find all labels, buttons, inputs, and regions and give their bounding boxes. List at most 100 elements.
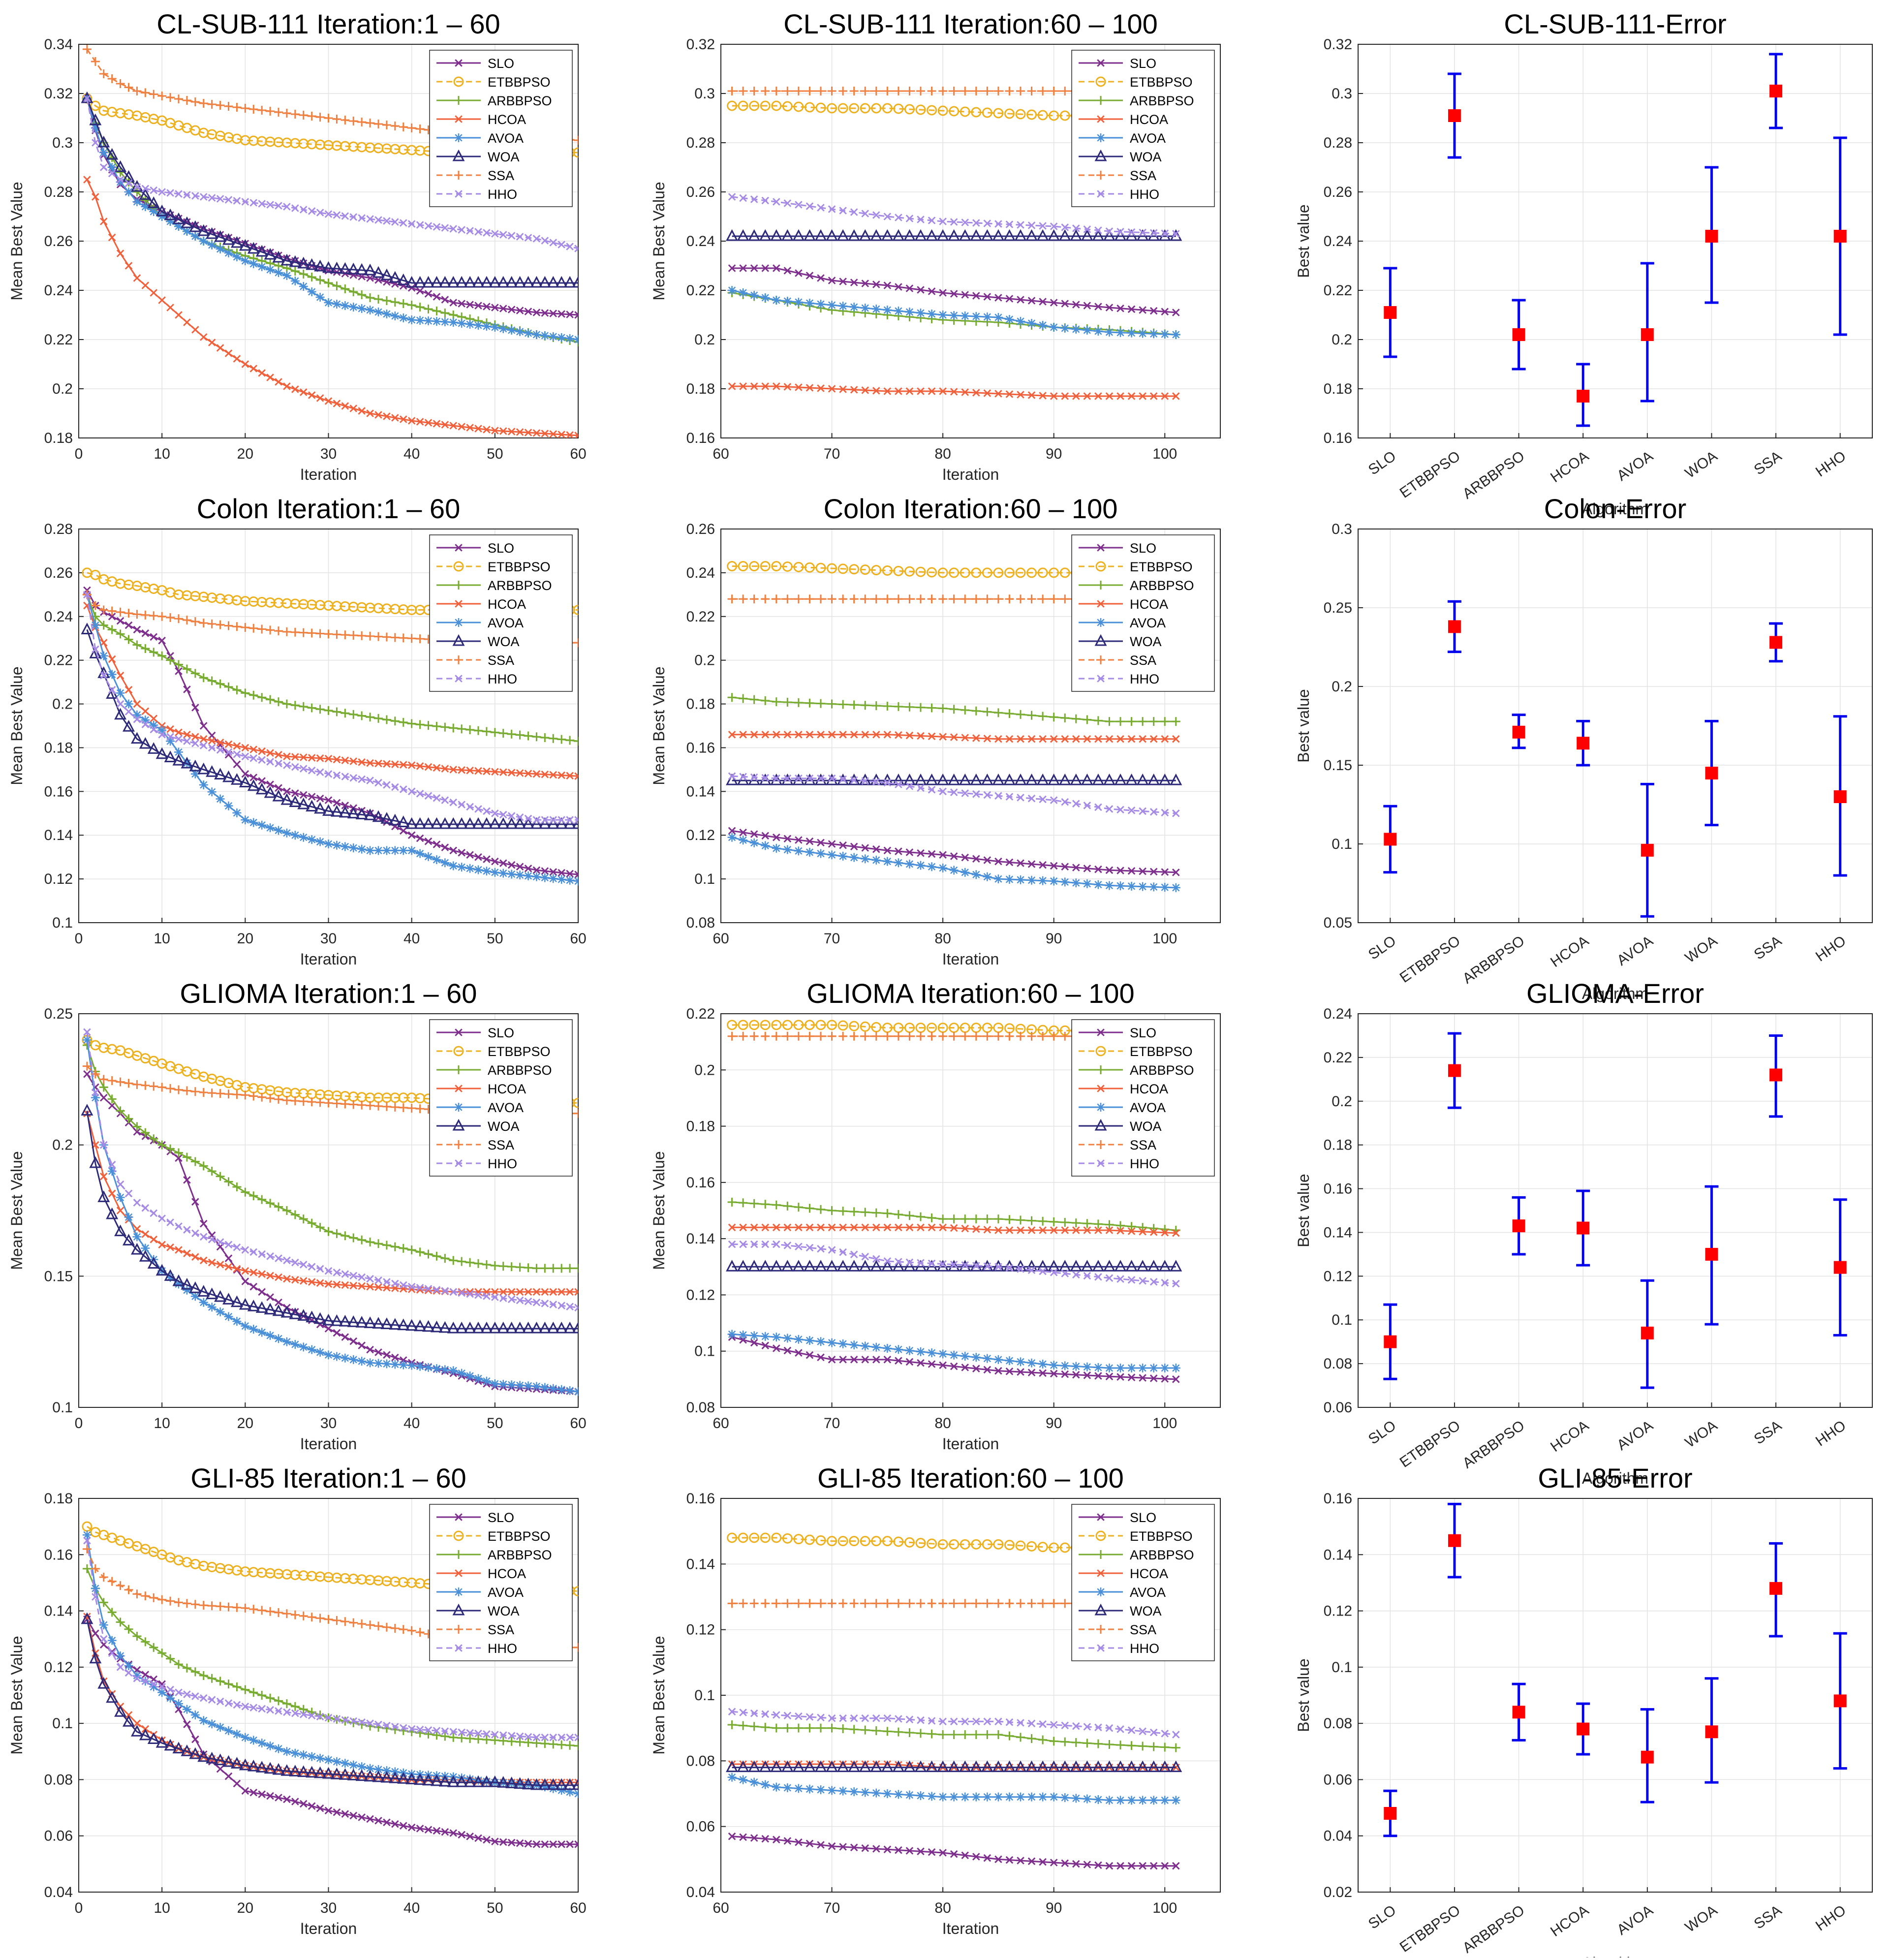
data-point-arbbpso <box>1049 1217 1058 1226</box>
data-point-hho <box>883 1257 892 1265</box>
data-point-arbbpso <box>540 733 550 742</box>
data-point-ssa <box>324 629 333 639</box>
data-point-arbbpso <box>861 1725 870 1735</box>
data-point-woa <box>881 1760 894 1773</box>
data-point-arbbpso <box>727 693 737 702</box>
data-point-slo <box>972 1853 980 1861</box>
data-point-hho <box>474 228 482 236</box>
data-point-woa <box>1147 773 1160 785</box>
plot-area <box>1358 1014 1872 1407</box>
legend-marker <box>454 1625 463 1634</box>
data-point-hcoa <box>191 326 199 334</box>
data-point-hho <box>116 1180 124 1188</box>
data-point-woa <box>155 1264 168 1276</box>
data-point-hho <box>1039 1267 1047 1276</box>
data-point-woa <box>803 229 816 241</box>
data-point-slo <box>399 1822 407 1830</box>
data-point-slo <box>416 287 424 295</box>
data-point-woa <box>272 250 285 263</box>
data-point-hho <box>895 1715 902 1723</box>
x-tick-label: ARBBPSO <box>1460 1417 1528 1471</box>
y-tick-label: 0.2 <box>694 653 715 669</box>
data-point-hho <box>541 816 549 824</box>
data-point-etbbpso <box>871 1536 882 1547</box>
data-point-avoa <box>424 316 433 325</box>
y-tick-label: 0.06 <box>1324 1772 1352 1788</box>
data-point-slo <box>1061 300 1069 308</box>
data-point-slo <box>491 857 499 866</box>
data-point-avoa <box>190 1292 200 1301</box>
error-bar-ssa <box>1769 1034 1783 1118</box>
data-point-ssa <box>157 612 167 621</box>
data-point-slo <box>872 845 880 853</box>
legend-entry-hcoa: HCOA <box>1079 1082 1168 1096</box>
data-point-woa <box>289 1765 302 1776</box>
data-point-avoa <box>549 874 558 883</box>
legend-marker <box>1097 190 1105 198</box>
data-point-avoa <box>315 837 325 846</box>
data-point-slo <box>917 849 925 857</box>
data-point-hho <box>1116 1725 1124 1733</box>
legend-marker <box>452 1119 465 1131</box>
data-point-avoa <box>341 842 350 851</box>
data-point-avoa <box>315 293 325 302</box>
data-point-ssa <box>961 87 970 95</box>
data-point-hcoa <box>728 1223 736 1232</box>
data-point-woa <box>914 229 927 241</box>
data-point-ssa <box>116 607 125 617</box>
data-point-ssa <box>739 594 748 604</box>
data-point-avoa <box>482 1376 491 1386</box>
data-point-slo <box>499 1838 507 1846</box>
data-point-hcoa <box>950 1224 958 1232</box>
data-point-hcoa <box>1027 1226 1036 1234</box>
data-point-woa <box>464 1321 476 1334</box>
data-point-avoa <box>216 1723 225 1732</box>
data-point-woa <box>1014 1760 1027 1773</box>
mean-point-arbbpso <box>1512 725 1525 739</box>
data-point-hho <box>175 735 183 743</box>
data-point-ssa <box>399 1103 408 1112</box>
data-point-avoa <box>91 1584 100 1593</box>
data-point-hho <box>728 193 736 201</box>
data-point-etbbpso <box>727 1020 738 1030</box>
data-point-avoa <box>1005 875 1014 884</box>
data-point-hcoa <box>358 407 366 415</box>
data-point-hho <box>1139 807 1147 815</box>
data-point-woa <box>489 276 501 288</box>
chart-colon-iteration-60-100: 0.080.10.120.140.160.180.20.220.240.2660… <box>650 493 1221 968</box>
legend-entry-avoa: AVOA <box>436 131 524 146</box>
data-point-woa <box>1103 229 1116 241</box>
data-point-hho <box>817 204 825 212</box>
y-tick-label: 0.16 <box>686 1175 715 1191</box>
data-point-slo <box>324 796 333 804</box>
data-point-hho <box>399 219 407 227</box>
legend-entry-woa: WOA <box>436 1603 520 1618</box>
error-bar-slo <box>1383 805 1397 874</box>
legend-marker <box>455 115 463 123</box>
data-point-etbbpso <box>937 105 948 116</box>
data-point-hho <box>566 243 574 250</box>
data-point-arbbpso <box>498 1736 508 1745</box>
data-point-arbbpso <box>349 287 358 296</box>
data-point-woa <box>372 1317 385 1329</box>
x-tick-label: AVOA <box>1614 933 1656 969</box>
chart-title: CL-SUB-111 Iteration:1 – 60 <box>156 8 500 39</box>
data-point-hcoa <box>341 1281 349 1289</box>
series-group <box>81 567 578 886</box>
data-point-avoa <box>1160 330 1170 339</box>
data-point-avoa <box>1071 1362 1081 1371</box>
legend-label: AVOA <box>488 1100 524 1115</box>
data-point-woa <box>530 1778 543 1790</box>
data-point-slo <box>241 770 249 778</box>
data-point-woa <box>903 1760 916 1773</box>
data-point-hcoa <box>566 1288 574 1296</box>
data-point-arbbpso <box>524 1263 533 1273</box>
data-point-arbbpso <box>415 303 425 311</box>
data-point-avoa <box>132 710 142 719</box>
data-point-slo <box>507 861 516 869</box>
data-point-woa <box>914 773 927 785</box>
series-markers-hcoa <box>728 1223 1180 1237</box>
data-point-arbbpso <box>1005 709 1014 718</box>
data-point-avoa <box>727 1330 737 1339</box>
data-point-slo <box>183 1176 191 1184</box>
